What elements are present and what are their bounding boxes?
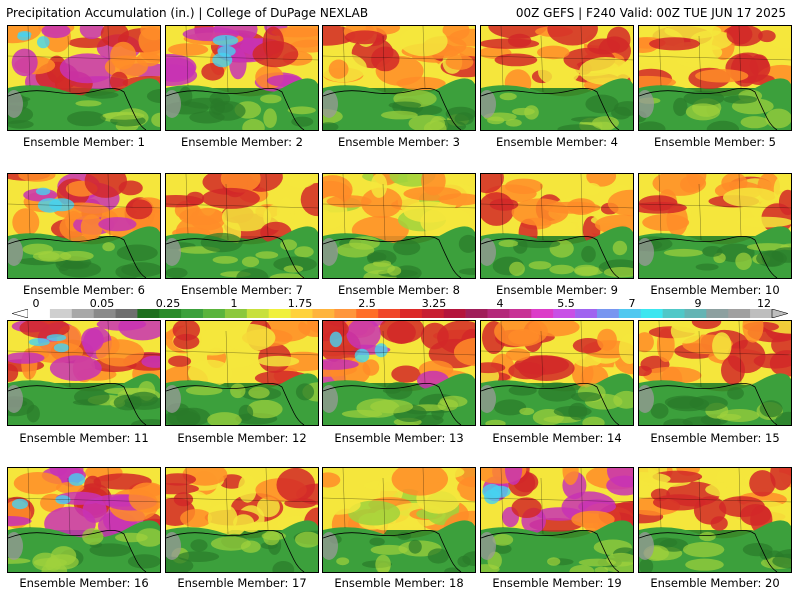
colorbar-tick-label: 5.5 (557, 297, 575, 310)
ensemble-member-label: Ensemble Member: 13 (334, 431, 464, 445)
colorbar-swatch (706, 309, 729, 318)
ensemble-panel-6 (7, 173, 161, 279)
map-title: Precipitation Accumulation (in.) | Colle… (6, 6, 369, 20)
colorbar-swatch (356, 309, 379, 318)
colorbar-tick-label: 3.25 (421, 297, 447, 310)
ensemble-member-label: Ensemble Member: 17 (177, 576, 307, 590)
ensemble-panel-19 (480, 467, 634, 573)
colorbar-tick-label: 4 (496, 297, 504, 310)
colorbar-tick-label: 9 (694, 297, 702, 310)
colorbar-tick-label: 0.25 (155, 297, 181, 310)
colorbar-tick-label: 1.75 (287, 297, 313, 310)
ensemble-panel-15 (638, 320, 792, 426)
ensemble-panel-20 (638, 467, 792, 573)
colorbar-swatch (224, 309, 248, 318)
ensemble-panel-16 (7, 467, 161, 573)
colorbar-tick-label: 12 (757, 297, 771, 310)
colorbar-swatch (750, 309, 773, 318)
colorbar-swatch (465, 309, 488, 318)
ensemble-panel-7 (165, 173, 319, 279)
ensemble-member-label: Ensemble Member: 6 (23, 283, 145, 297)
ensemble-member-label: Ensemble Member: 16 (19, 576, 149, 590)
colorbar-swatch (618, 309, 641, 318)
ensemble-panel-17 (165, 467, 319, 573)
ensemble-panel-8 (322, 173, 476, 279)
colorbar-swatch (312, 309, 335, 318)
ensemble-member-label: Ensemble Member: 2 (181, 135, 303, 149)
ensemble-member-label: Ensemble Member: 7 (181, 283, 303, 297)
ensemble-member-label: Ensemble Member: 19 (492, 576, 622, 590)
colorbar-right-arrow (771, 309, 788, 318)
ensemble-member-label: Ensemble Member: 12 (177, 431, 307, 445)
colorbar-swatch (49, 309, 73, 318)
colorbar-swatch (553, 309, 576, 318)
colorbar-swatch (290, 309, 313, 318)
ensemble-member-label: Ensemble Member: 8 (338, 283, 460, 297)
ensemble-panel-4 (480, 25, 634, 131)
colorbar-swatch (93, 309, 116, 318)
colorbar-swatch (159, 309, 182, 318)
ensemble-panel-13 (322, 320, 476, 426)
colorbar-swatch (71, 309, 94, 318)
colorbar-left-arrow (12, 309, 29, 318)
ensemble-panel-3 (322, 25, 476, 131)
ensemble-member-label: Ensemble Member: 10 (650, 283, 780, 297)
colorbar-swatch (531, 309, 554, 318)
ensemble-member-label: Ensemble Member: 11 (19, 431, 149, 445)
colorbar-swatch (268, 309, 291, 318)
colorbar-tick-label: 0.05 (89, 297, 115, 310)
model-run-info: 00Z GEFS | F240 Valid: 00Z TUE JUN 17 20… (515, 6, 786, 20)
ensemble-panel-18 (322, 467, 476, 573)
ensemble-panel-5 (638, 25, 792, 131)
colorbar-tick-label: 7 (628, 297, 636, 310)
ensemble-panel-10 (638, 173, 792, 279)
colorbar-swatch (181, 309, 204, 318)
ensemble-member-label: Ensemble Member: 3 (338, 135, 460, 149)
colorbar-swatch (487, 309, 510, 318)
colorbar-swatch (400, 309, 423, 318)
ensemble-member-label: Ensemble Member: 20 (650, 576, 780, 590)
colorbar-swatch (115, 309, 138, 318)
precipitation-colorbar (12, 309, 788, 318)
colorbar-swatch (443, 309, 466, 318)
colorbar-swatch (137, 309, 160, 318)
colorbar-swatch (28, 309, 51, 318)
colorbar-swatch (596, 309, 620, 318)
colorbar-swatch (378, 309, 401, 318)
colorbar-swatch (728, 309, 751, 318)
ensemble-member-label: Ensemble Member: 4 (496, 135, 618, 149)
ensemble-member-label: Ensemble Member: 9 (496, 283, 618, 297)
colorbar-swatch (684, 309, 707, 318)
colorbar-tick-label: 2.5 (358, 297, 376, 310)
ensemble-member-label: Ensemble Member: 18 (334, 576, 464, 590)
colorbar-swatch (662, 309, 685, 318)
ensemble-member-label: Ensemble Member: 1 (23, 135, 145, 149)
colorbar-swatch (203, 309, 226, 318)
ensemble-panel-2 (165, 25, 319, 131)
ensemble-panel-11 (7, 320, 161, 426)
colorbar-swatch (640, 309, 663, 318)
ensemble-member-label: Ensemble Member: 5 (654, 135, 776, 149)
colorbar-tick-label: 1 (230, 297, 238, 310)
ensemble-panel-12 (165, 320, 319, 426)
ensemble-panel-14 (480, 320, 634, 426)
colorbar-swatch (509, 309, 532, 318)
colorbar-swatch (246, 309, 269, 318)
colorbar-swatch (575, 309, 598, 318)
ensemble-member-label: Ensemble Member: 14 (492, 431, 622, 445)
ensemble-member-label: Ensemble Member: 15 (650, 431, 780, 445)
colorbar-tick-label: 0 (32, 297, 40, 310)
ensemble-panel-9 (480, 173, 634, 279)
colorbar-swatch (421, 309, 445, 318)
colorbar-swatch (334, 309, 357, 318)
ensemble-panel-1 (7, 25, 161, 131)
